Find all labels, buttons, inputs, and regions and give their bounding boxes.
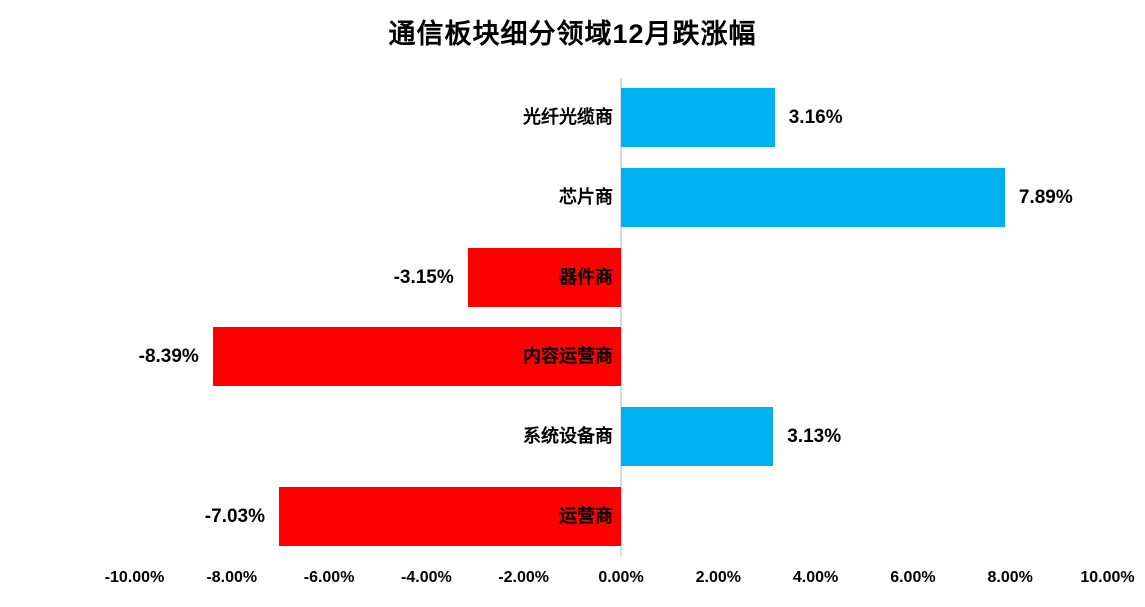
bar-value-label: 7.89% xyxy=(1018,187,1073,208)
bar-4 xyxy=(212,327,621,387)
x-tick-label: -4.00% xyxy=(401,569,452,586)
category-label: 系统设备商 xyxy=(523,426,613,446)
zero-axis-line xyxy=(620,78,622,556)
category-label: 内容运营商 xyxy=(523,346,613,367)
category-label: 运营商 xyxy=(559,505,613,526)
bar-3 xyxy=(467,247,621,307)
x-tick-label: 6.00% xyxy=(890,569,936,586)
x-tick-label: 8.00% xyxy=(987,569,1033,586)
x-tick-label: 10.00% xyxy=(1080,569,1135,586)
category-label: 光纤光缆商 xyxy=(523,107,613,128)
x-tick-label: -6.00% xyxy=(303,569,355,586)
bar-1 xyxy=(621,88,775,148)
x-tick-label: 2.00% xyxy=(695,569,741,586)
category-label: 芯片商 xyxy=(559,187,613,207)
x-tick-label: -10.00% xyxy=(104,569,165,586)
bar-5 xyxy=(621,407,774,466)
x-tick-label: -8.00% xyxy=(206,569,258,586)
bar-6 xyxy=(278,486,621,546)
bar-value-label: -3.15% xyxy=(393,266,454,288)
bar-value-label: 3.13% xyxy=(787,426,842,447)
x-tick-label: 0.00% xyxy=(598,569,644,586)
category-label: 器件商 xyxy=(559,266,613,287)
bar-value-label: -7.03% xyxy=(204,505,265,527)
bar-value-label: -8.39% xyxy=(138,346,199,368)
bar-value-label: 3.16% xyxy=(788,107,843,129)
x-tick-label: -2.00% xyxy=(498,569,550,586)
bar-2 xyxy=(621,168,1005,227)
chart-title: 通信板块细分领域12月跌涨幅 xyxy=(388,19,757,49)
x-tick-label: 4.00% xyxy=(792,569,839,586)
